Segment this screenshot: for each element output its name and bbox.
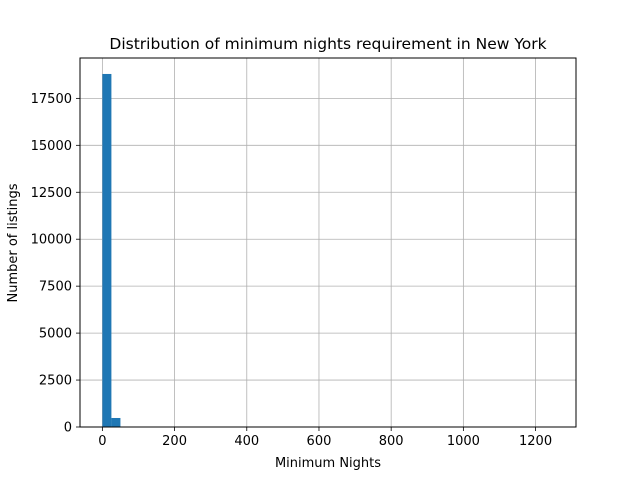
y-tick-label: 12500 bbox=[31, 186, 72, 201]
y-tick-label: 7500 bbox=[39, 280, 72, 295]
x-axis-label: Minimum Nights bbox=[275, 456, 381, 471]
y-tick-label: 15000 bbox=[31, 139, 72, 154]
x-tick-label: 200 bbox=[162, 434, 187, 449]
x-tick-label: 400 bbox=[234, 434, 259, 449]
x-tick-label: 600 bbox=[307, 434, 332, 449]
y-tick-label: 10000 bbox=[31, 233, 72, 248]
plot-area-frame bbox=[79, 57, 577, 428]
x-tick-label: 1200 bbox=[519, 434, 552, 449]
y-tick-label: 17500 bbox=[31, 92, 72, 107]
x-tick-label: 800 bbox=[379, 434, 404, 449]
y-tick-label: 5000 bbox=[39, 327, 72, 342]
gridlines bbox=[80, 58, 576, 428]
y-axis-label: Number of listings bbox=[6, 183, 21, 302]
y-tick-label: 2500 bbox=[39, 374, 72, 389]
y-tick-label: 0 bbox=[64, 421, 72, 436]
x-tick-label: 1000 bbox=[447, 434, 480, 449]
y-axis-ticks: 0 2500 5000 7500 10000 12500 15000 17500 bbox=[31, 92, 80, 436]
histogram-bar bbox=[111, 417, 121, 427]
x-tick-label: 0 bbox=[98, 434, 106, 449]
x-axis-ticks: 0 200 400 600 800 1000 1200 bbox=[98, 427, 552, 449]
histogram-bar bbox=[102, 73, 112, 428]
histogram-bars bbox=[102, 73, 121, 428]
chart-title: Distribution of minimum nights requireme… bbox=[109, 35, 546, 53]
